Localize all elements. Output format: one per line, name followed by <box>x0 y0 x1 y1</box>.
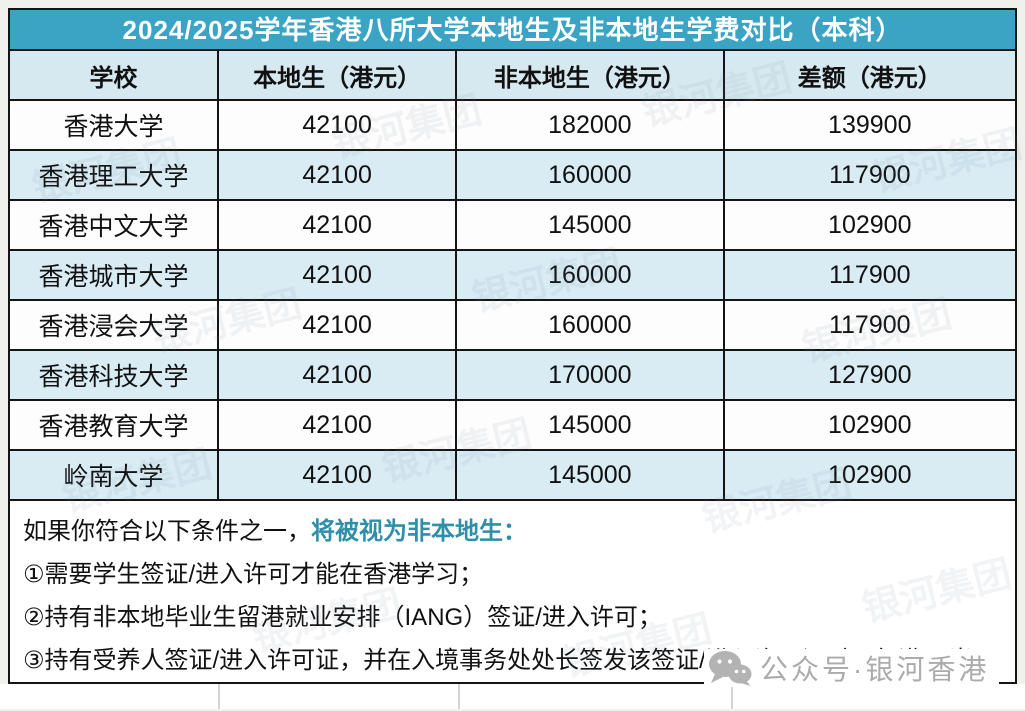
diff-cell: 102900 <box>722 199 1015 251</box>
col-header-diff: 差额（港元） <box>722 51 1015 101</box>
diff-cell: 127900 <box>722 349 1015 401</box>
nonlocal-fee-cell: 145000 <box>455 449 725 501</box>
col-header-school: 学校 <box>10 51 220 101</box>
local-fee-cell: 42100 <box>217 99 458 151</box>
col-header-local: 本地生（港元） <box>217 51 458 101</box>
nonlocal-fee-cell: 160000 <box>455 249 725 301</box>
local-fee-cell: 42100 <box>217 299 458 351</box>
table-row: 香港科技大学 42100 170000 127900 <box>10 349 1015 401</box>
partial-cell <box>220 684 460 709</box>
diff-cell: 117900 <box>722 149 1015 201</box>
table-row: 香港中文大学 42100 145000 102900 <box>10 199 1015 251</box>
notes-highlight-text: 将被视为非本地生： <box>311 518 527 545</box>
diff-cell: 102900 <box>722 399 1015 451</box>
wechat-icon <box>709 651 752 686</box>
table-row: 香港城市大学 42100 160000 117900 <box>10 249 1015 301</box>
school-cell: 岭南大学 <box>10 449 220 501</box>
publisher-label: 公众号·银河香港 <box>760 654 990 685</box>
card-title: 2024/2025学年香港八所大学本地生及非本地生学费对比（本科） <box>10 10 1015 51</box>
diff-cell: 117900 <box>722 249 1015 301</box>
partial-cell <box>460 684 733 709</box>
note-item-1: ①需要学生签证/进入许可才能在香港学习； <box>23 561 484 588</box>
nonlocal-fee-cell: 170000 <box>455 349 725 401</box>
table-row: 香港教育大学 42100 145000 102900 <box>10 399 1015 451</box>
diff-cell: 117900 <box>722 299 1015 351</box>
table-row: 香港大学 42100 182000 139900 <box>10 99 1015 151</box>
partial-cell <box>0 684 220 709</box>
nonlocal-fee-cell: 160000 <box>455 149 725 201</box>
local-fee-cell: 42100 <box>217 399 458 451</box>
school-cell: 香港浸会大学 <box>10 299 220 351</box>
note-item-2: ②持有非本地毕业生留港就业安排（IANG）签证/进入许可； <box>23 604 662 631</box>
local-fee-cell: 42100 <box>217 199 458 251</box>
school-cell: 香港科技大学 <box>10 349 220 401</box>
school-cell: 香港教育大学 <box>10 399 220 451</box>
school-cell: 香港城市大学 <box>10 249 220 301</box>
table-row: 香港浸会大学 42100 160000 117900 <box>10 299 1015 351</box>
diff-cell: 139900 <box>722 99 1015 151</box>
header-row: 学校 本地生（港元） 非本地生（港元） 差额（港元） <box>10 51 1015 101</box>
nonlocal-fee-cell: 182000 <box>455 99 725 151</box>
table-row: 香港理工大学 42100 160000 117900 <box>10 149 1015 201</box>
tuition-table: 学校 本地生（港元） 非本地生（港元） 差额（港元） 香港大学 42100 18… <box>10 51 1015 501</box>
table-row: 岭南大学 42100 145000 102900 <box>10 449 1015 501</box>
local-fee-cell: 42100 <box>217 349 458 401</box>
school-cell: 香港中文大学 <box>10 199 220 251</box>
notes-intro-line: 如果你符合以下条件之一，将被视为非本地生： <box>23 510 1002 553</box>
local-fee-cell: 42100 <box>217 149 458 201</box>
nonlocal-fee-cell: 145000 <box>455 199 725 251</box>
nonlocal-fee-cell: 145000 <box>455 399 725 451</box>
col-header-nonlocal: 非本地生（港元） <box>455 51 725 101</box>
local-fee-cell: 42100 <box>217 249 458 301</box>
publisher-badge: 公众号·银河香港 <box>704 649 1000 687</box>
nonlocal-fee-cell: 160000 <box>455 299 725 351</box>
diff-cell: 102900 <box>722 449 1015 501</box>
next-table-partial-row <box>0 684 1025 709</box>
notes-intro-text: 如果你符合以下条件之一， <box>23 518 311 545</box>
school-cell: 香港理工大学 <box>10 149 220 201</box>
tuition-comparison-card: 2024/2025学年香港八所大学本地生及非本地生学费对比（本科） 学校 本地生… <box>8 8 1017 684</box>
local-fee-cell: 42100 <box>217 449 458 501</box>
school-cell: 香港大学 <box>10 99 220 151</box>
